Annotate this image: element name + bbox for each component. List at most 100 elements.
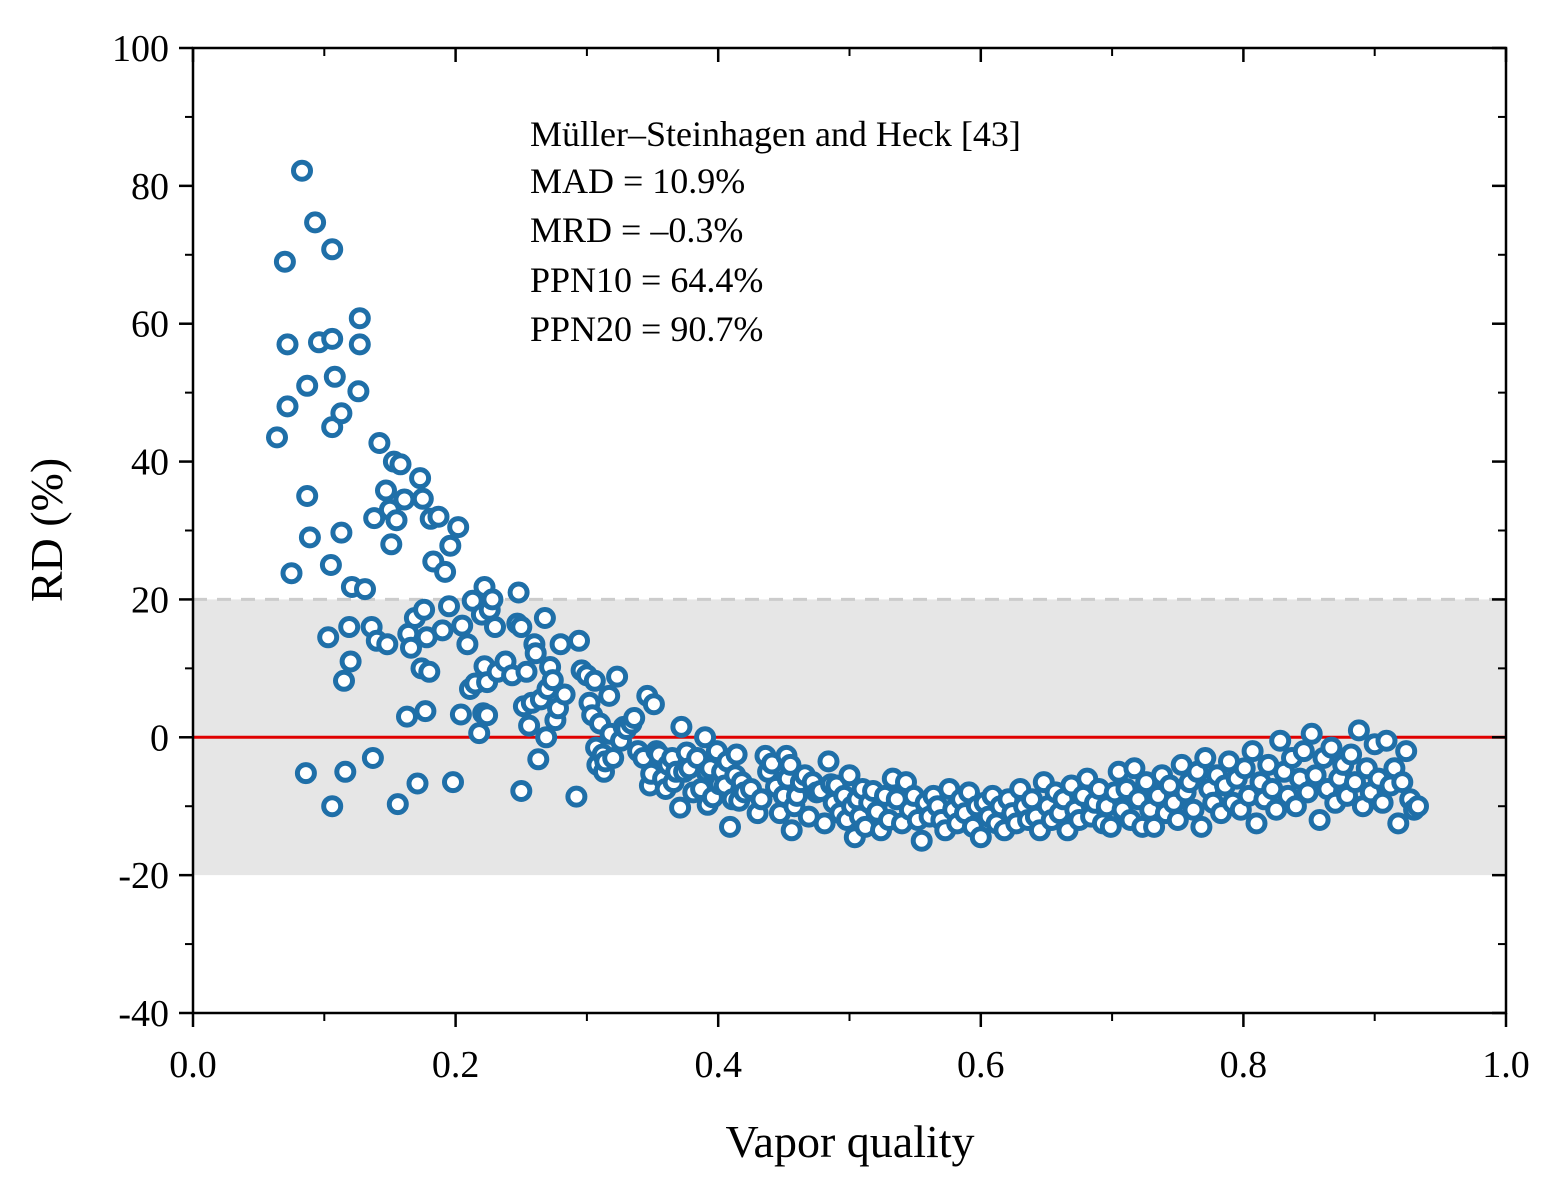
data-point (442, 771, 464, 794)
data-point (510, 780, 533, 802)
data-point (319, 554, 342, 576)
data-point (568, 629, 590, 652)
data-point (725, 743, 748, 766)
data-point (524, 642, 547, 665)
data-point (298, 526, 321, 549)
data-point (1371, 791, 1394, 814)
data-point (361, 747, 384, 769)
data-point (376, 633, 399, 656)
data-point (447, 516, 470, 539)
data-point (427, 505, 450, 528)
data-point (409, 467, 432, 490)
data-point (296, 485, 319, 507)
data-point (1304, 764, 1327, 787)
data-point (291, 159, 313, 182)
data-point (449, 703, 472, 726)
data-point (484, 616, 506, 638)
data-point (266, 426, 288, 449)
x-tick-label: 1.0 (1482, 1044, 1530, 1086)
x-tick-label: 0.2 (432, 1044, 480, 1086)
data-point (1292, 740, 1315, 763)
data-point (294, 762, 317, 785)
data-points (266, 159, 1429, 852)
data-point (583, 669, 606, 692)
data-point (533, 607, 556, 629)
data-point (1320, 736, 1343, 759)
data-point (276, 333, 299, 356)
data-point (549, 633, 572, 656)
data-point (1284, 795, 1307, 818)
data-point (438, 595, 460, 618)
y-tick-label: 0 (150, 717, 169, 759)
data-point (439, 534, 462, 557)
data-point (375, 479, 397, 502)
y-tick-label: 60 (131, 304, 169, 346)
data-point (780, 819, 803, 842)
data-point (348, 307, 371, 330)
data-point (1265, 798, 1288, 821)
data-point (413, 598, 436, 621)
data-point (389, 453, 412, 476)
data-point (348, 333, 371, 356)
data-point (1395, 740, 1418, 763)
data-point (354, 578, 376, 601)
data-point (330, 521, 353, 544)
data-point (1347, 719, 1370, 742)
data-point (817, 750, 840, 773)
y-tick-label: 100 (112, 28, 169, 70)
y-tick-label: 20 (131, 579, 169, 621)
data-point (598, 684, 621, 707)
data-point (339, 650, 362, 673)
y-tick-label: 80 (131, 166, 169, 208)
data-point (1269, 729, 1292, 752)
data-point (642, 693, 665, 716)
data-point (396, 705, 418, 728)
data-point (553, 683, 576, 706)
data-point (334, 760, 357, 783)
x-tick-label: 0.0 (169, 1044, 217, 1086)
y-tick-label: -40 (118, 993, 169, 1035)
data-point (451, 614, 474, 637)
data-point (456, 633, 479, 656)
annotation-block: Müller–Steinhagen and Heck [43] MAD = 10… (530, 114, 1021, 349)
x-tick-label: 0.6 (957, 1044, 1005, 1086)
data-point (330, 402, 353, 425)
data-point (541, 669, 564, 692)
data-point (1375, 729, 1398, 752)
data-point (535, 726, 558, 749)
data-point (386, 793, 409, 816)
data-point (393, 488, 416, 511)
data-point (1194, 747, 1217, 769)
data-point (418, 660, 441, 683)
data-point (838, 764, 861, 787)
data-point (406, 772, 429, 795)
data-point (414, 700, 437, 723)
data-point (434, 560, 457, 583)
data-point (527, 748, 550, 771)
data-point (602, 747, 625, 769)
data-point (481, 588, 504, 611)
annotation-mrd: MRD = –0.3% (530, 210, 743, 250)
y-tick-label: 40 (131, 442, 169, 484)
data-point (1391, 771, 1414, 794)
data-point (1245, 812, 1268, 835)
data-point (565, 785, 588, 808)
data-point (304, 211, 327, 234)
data-point (623, 707, 646, 729)
data-point (1143, 815, 1166, 838)
data-point (1182, 798, 1205, 821)
data-point (321, 238, 344, 261)
data-point (1308, 809, 1331, 831)
data-point (385, 509, 408, 532)
data-point (1123, 757, 1146, 780)
data-point (1340, 743, 1363, 766)
data-point (507, 581, 530, 604)
data-point (1190, 815, 1213, 838)
data-point (273, 250, 296, 273)
data-point (476, 704, 499, 727)
data-point (1166, 809, 1189, 831)
data-point (910, 829, 933, 852)
data-point (518, 714, 541, 737)
data-point (411, 487, 434, 510)
